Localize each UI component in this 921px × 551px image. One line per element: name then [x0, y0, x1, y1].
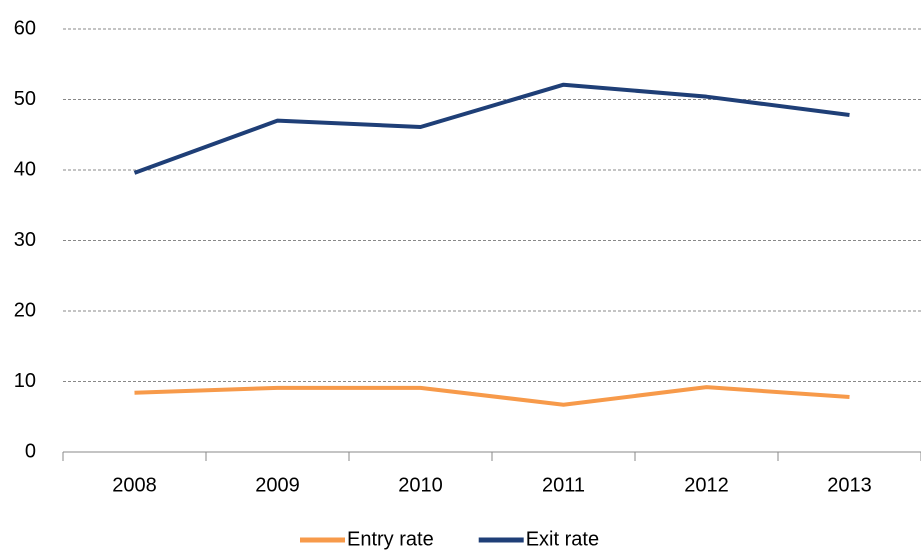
y-tick-label: 60	[14, 17, 36, 39]
x-tick-label: 2009	[255, 474, 300, 496]
y-tick-label: 20	[14, 299, 36, 321]
y-tick-label: 40	[14, 158, 36, 180]
y-tick-label: 10	[14, 370, 36, 392]
y-tick-label: 50	[14, 88, 36, 110]
x-tick-label: 2013	[827, 474, 872, 496]
x-tick-label: 2008	[112, 474, 157, 496]
x-tick-label: 2010	[398, 474, 443, 496]
y-tick-label: 30	[14, 229, 36, 251]
series-line	[134, 385, 850, 407]
series-line	[133, 82, 850, 175]
legend-label: Entry rate	[347, 528, 434, 550]
x-tick-label: 2011	[542, 474, 585, 496]
y-tick-label: 0	[25, 440, 36, 462]
x-tick-label: 2012	[684, 474, 729, 496]
legend-label: Exit rate	[526, 528, 599, 550]
